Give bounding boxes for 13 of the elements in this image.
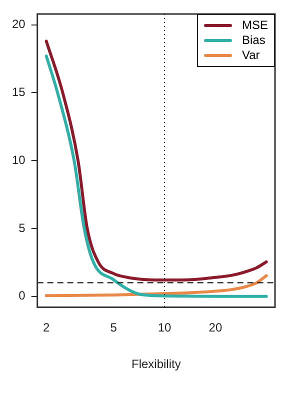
x-tick-label: 2 <box>42 320 50 335</box>
legend-label: Bias <box>242 33 266 48</box>
y-tick-label: 10 <box>12 152 26 167</box>
y-tick-label: 0 <box>18 288 26 303</box>
y-tick-label: 5 <box>18 220 26 235</box>
x-tick-label: 5 <box>110 320 118 335</box>
y-tick-label: 20 <box>12 17 26 32</box>
x-tick-label: 20 <box>208 320 222 335</box>
legend-label: Var <box>242 48 260 63</box>
x-tick-label: 10 <box>158 320 172 335</box>
y-tick-label: 15 <box>12 85 26 100</box>
legend-label: MSE <box>242 18 268 33</box>
x-axis-title: Flexibility <box>132 357 181 372</box>
